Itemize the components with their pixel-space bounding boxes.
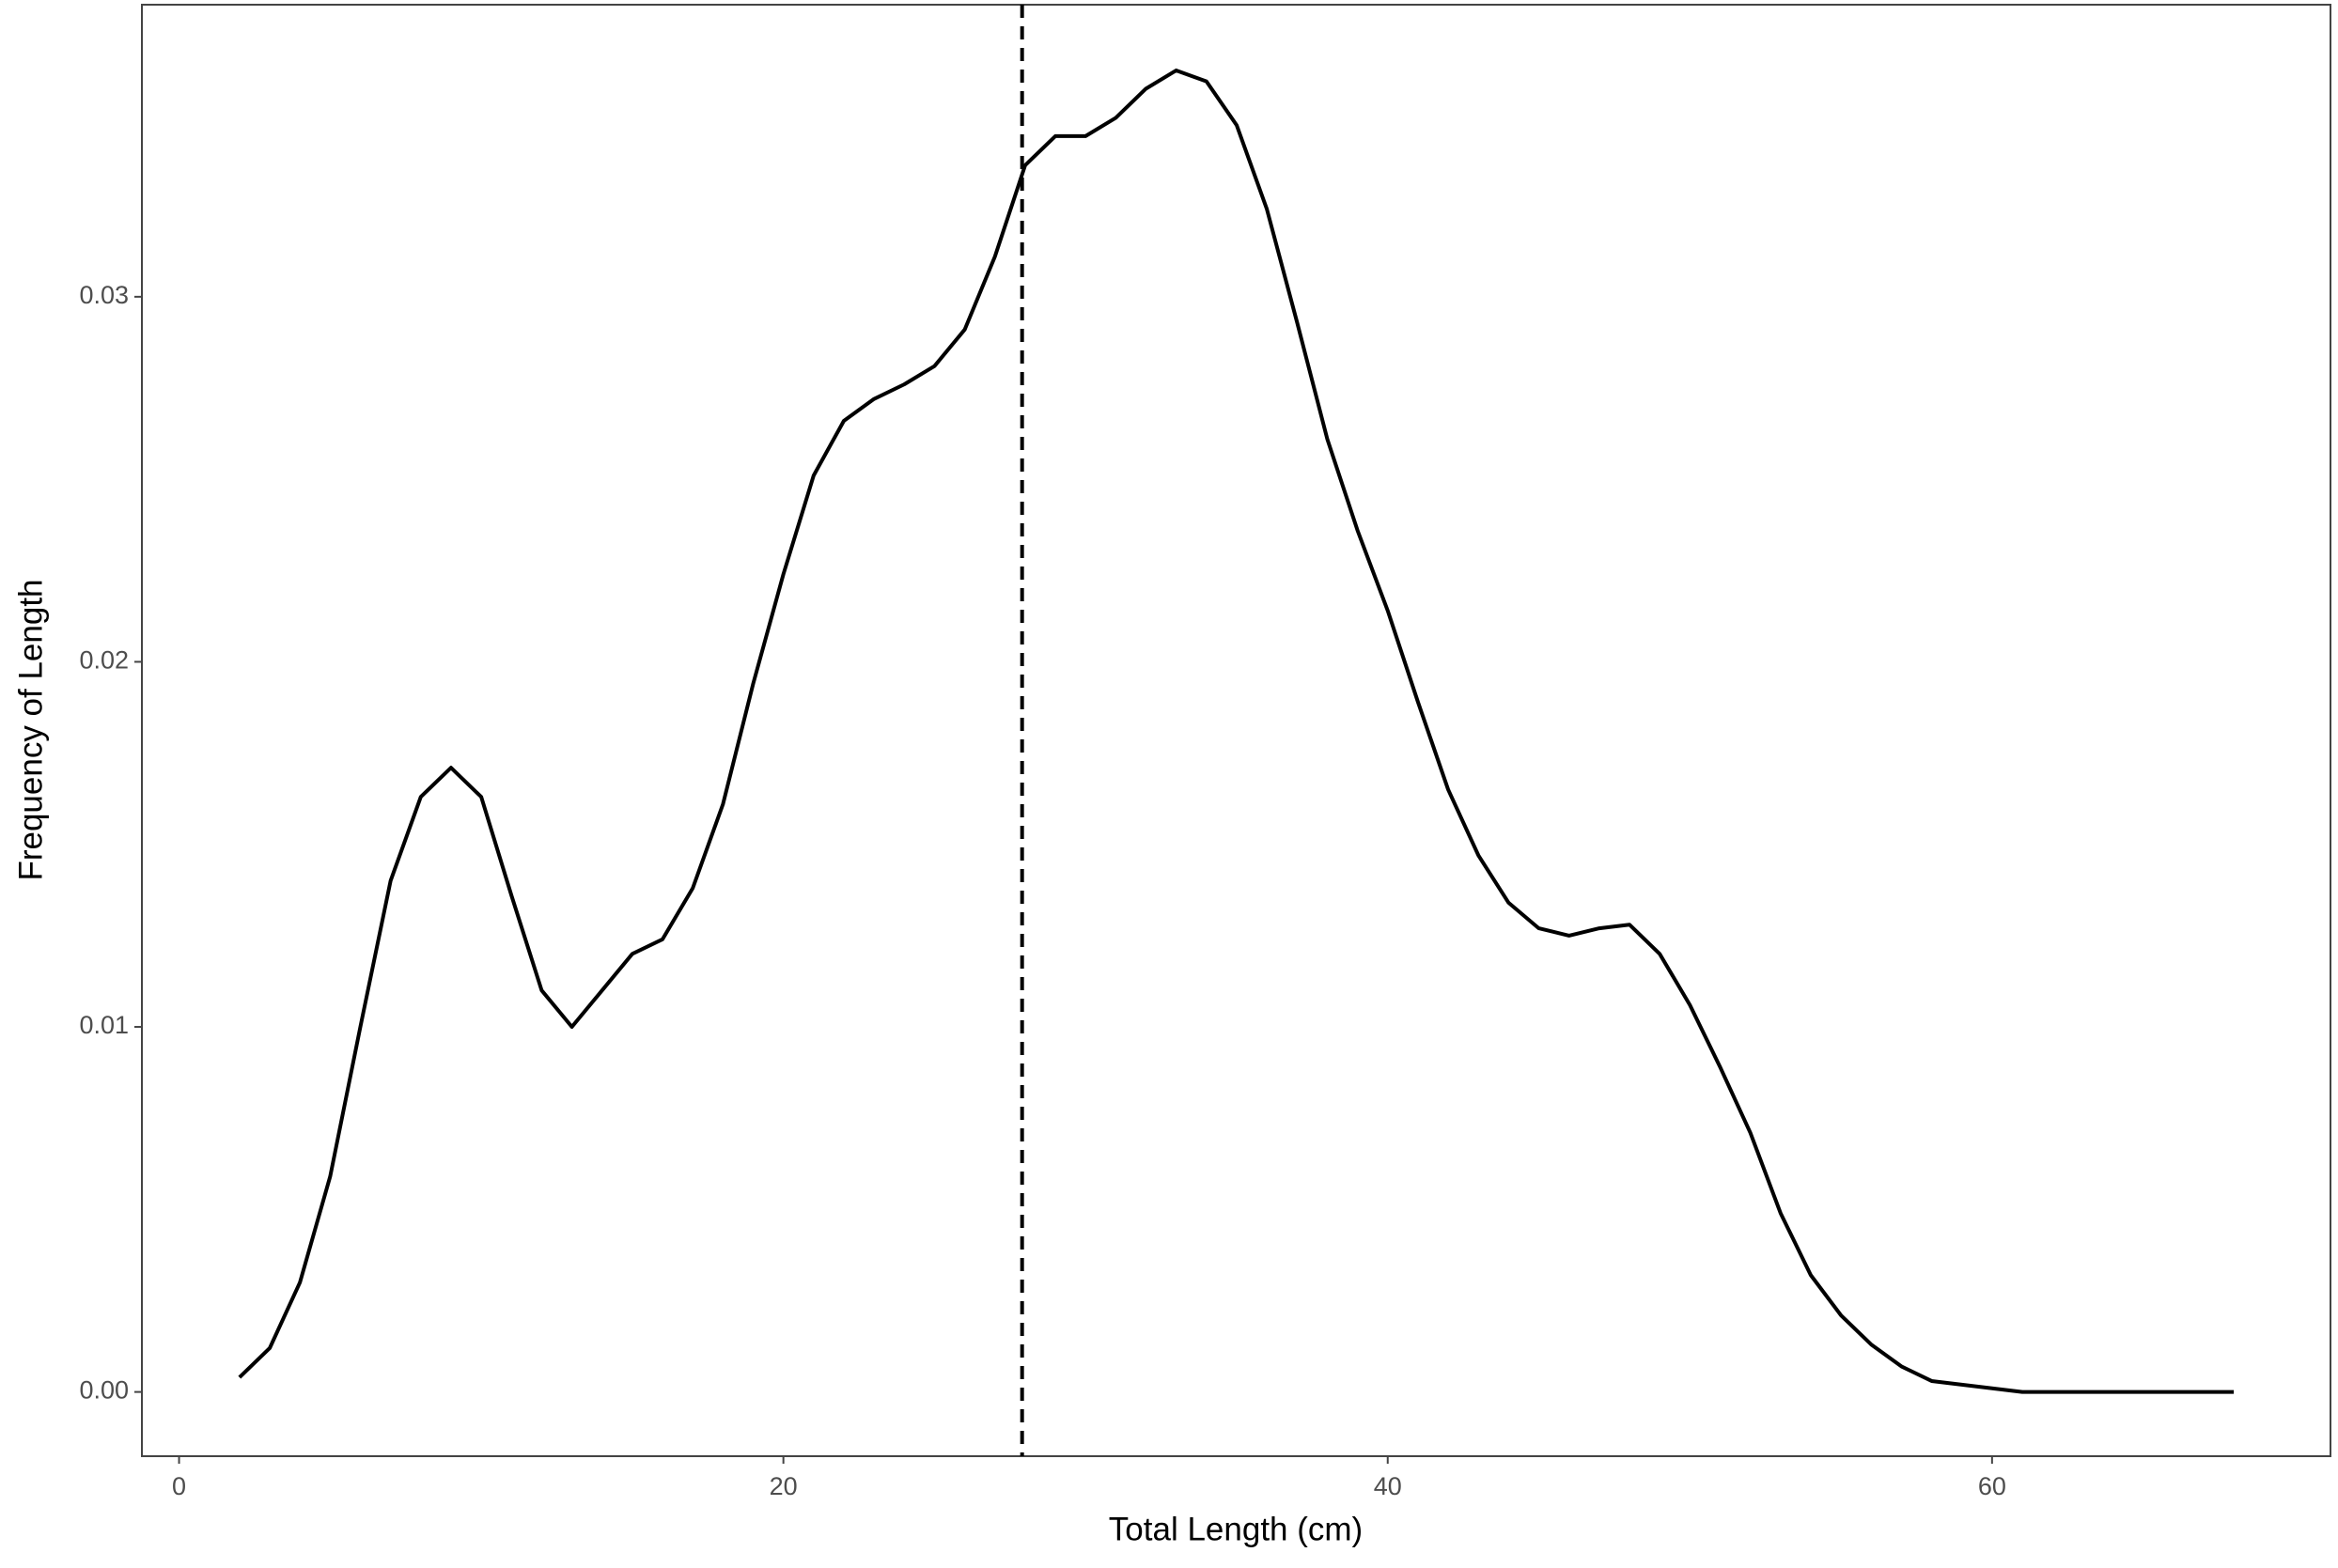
y-tick-label: 0.00 — [79, 1376, 129, 1405]
y-tick-label: 0.01 — [79, 1011, 129, 1039]
y-tick-label: 0.02 — [79, 646, 129, 675]
x-tick-label: 60 — [1978, 1472, 2006, 1500]
x-tick-label: 20 — [770, 1472, 798, 1500]
y-tick-label: 0.03 — [79, 281, 129, 309]
panel-border — [141, 4, 2331, 1457]
x-axis-title: Total Length (cm) — [1109, 1511, 1363, 1547]
y-axis-title: Frequency of Length — [12, 579, 49, 880]
x-tick-label: 0 — [172, 1472, 186, 1500]
x-tick-label: 40 — [1374, 1472, 1402, 1500]
density-line — [238, 68, 2235, 1394]
